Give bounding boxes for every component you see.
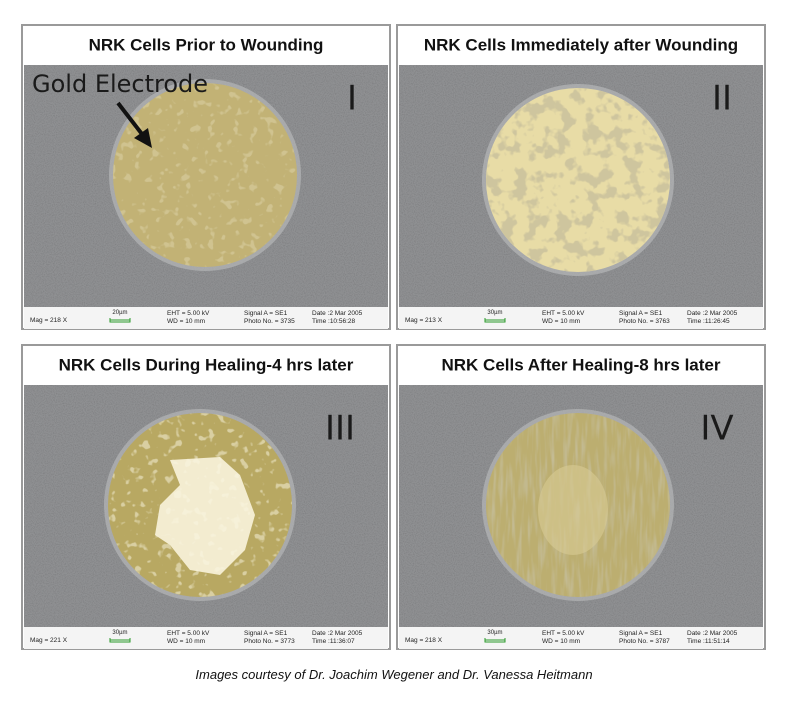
info-bar bbox=[399, 307, 763, 329]
panel: NRK Cells During Healing-4 hrs later III M… bbox=[21, 344, 391, 650]
scale-bar bbox=[484, 638, 506, 643]
annotation-arrowhead bbox=[134, 128, 152, 148]
annotation-arrow bbox=[116, 101, 147, 140]
info-bar bbox=[24, 627, 388, 649]
sem-image bbox=[399, 65, 763, 307]
scale-bar bbox=[484, 318, 506, 323]
info-scale: 30µm bbox=[487, 630, 502, 636]
info-mag: Mag = 218 X bbox=[405, 637, 443, 644]
info-time: Time :10:56:28 bbox=[312, 318, 356, 325]
info-mag: Mag = 213 X bbox=[405, 317, 443, 324]
info-time: Time :11:51:14 bbox=[687, 638, 730, 645]
info-bar bbox=[399, 627, 763, 649]
cell-blobs bbox=[108, 413, 292, 597]
panel: NRK Cells Immediately after Wounding II Ma… bbox=[396, 24, 766, 330]
caption: Images courtesy of Dr. Joachim Wegener a… bbox=[195, 667, 592, 682]
scale-bar bbox=[109, 638, 131, 643]
sem-image bbox=[24, 65, 388, 307]
info-photo: Photo No. = 3735 bbox=[244, 318, 295, 325]
info-scale: 20µm bbox=[112, 310, 127, 316]
electrode-surface bbox=[486, 88, 670, 272]
panel-title: NRK Cells Prior to Wounding bbox=[89, 35, 324, 54]
info-photo: Photo No. = 3763 bbox=[619, 318, 670, 325]
info-wd: WD = 10 mm bbox=[167, 318, 205, 325]
panel-title: NRK Cells After Healing-8 hrs later bbox=[442, 355, 721, 374]
info-date: Date :2 Mar 2005 bbox=[687, 630, 738, 637]
cell-cluster bbox=[538, 465, 608, 555]
info-eht: EHT = 5.00 kV bbox=[542, 310, 585, 317]
info-mag: Mag = 218 X bbox=[30, 317, 68, 324]
info-eht: EHT = 5.00 kV bbox=[167, 630, 210, 637]
info-date: Date :2 Mar 2005 bbox=[312, 630, 363, 637]
panel-numeral: II bbox=[712, 79, 732, 119]
panel-title: NRK Cells During Healing-4 hrs later bbox=[59, 355, 354, 374]
sem-image bbox=[24, 385, 388, 627]
panel-numeral: III bbox=[325, 409, 355, 449]
panel-numeral: IV bbox=[700, 409, 733, 449]
info-wd: WD = 10 mm bbox=[167, 638, 205, 645]
panel-numeral: I bbox=[347, 79, 357, 119]
cell-patches bbox=[113, 83, 297, 267]
info-date: Date :2 Mar 2005 bbox=[312, 310, 363, 317]
info-scale: 30µm bbox=[112, 630, 127, 636]
info-eht: EHT = 5.00 kV bbox=[167, 310, 210, 317]
info-photo: Photo No. = 3787 bbox=[619, 638, 670, 645]
info-wd: WD = 10 mm bbox=[542, 318, 580, 325]
info-photo: Photo No. = 3773 bbox=[244, 638, 295, 645]
panel: NRK Cells After Healing-8 hrs later IV Mag… bbox=[396, 344, 766, 650]
info-date: Date :2 Mar 2005 bbox=[687, 310, 738, 317]
cell-patches bbox=[486, 88, 670, 272]
electrode-surface bbox=[113, 83, 297, 267]
electrode-surface bbox=[486, 413, 670, 597]
info-time: Time :11:36:07 bbox=[312, 638, 355, 645]
info-signal: Signal A = SE1 bbox=[244, 630, 288, 637]
info-signal: Signal A = SE1 bbox=[244, 310, 288, 317]
info-signal: Signal A = SE1 bbox=[619, 310, 663, 317]
info-mag: Mag = 221 X bbox=[30, 637, 68, 644]
electrode-surface bbox=[108, 413, 292, 597]
info-signal: Signal A = SE1 bbox=[619, 630, 663, 637]
sem-image bbox=[399, 385, 763, 627]
scale-bar bbox=[109, 318, 131, 323]
info-scale: 30µm bbox=[487, 310, 502, 316]
info-eht: EHT = 5.00 kV bbox=[542, 630, 585, 637]
info-bar bbox=[24, 307, 388, 329]
info-wd: WD = 10 mm bbox=[542, 638, 580, 645]
annotation: Gold Electrode bbox=[32, 70, 208, 98]
info-time: Time :11:26:45 bbox=[687, 318, 730, 325]
panel-title: NRK Cells Immediately after Wounding bbox=[424, 35, 738, 54]
panel: NRK Cells Prior to Wounding I Mag = 218 X 2… bbox=[21, 24, 391, 330]
